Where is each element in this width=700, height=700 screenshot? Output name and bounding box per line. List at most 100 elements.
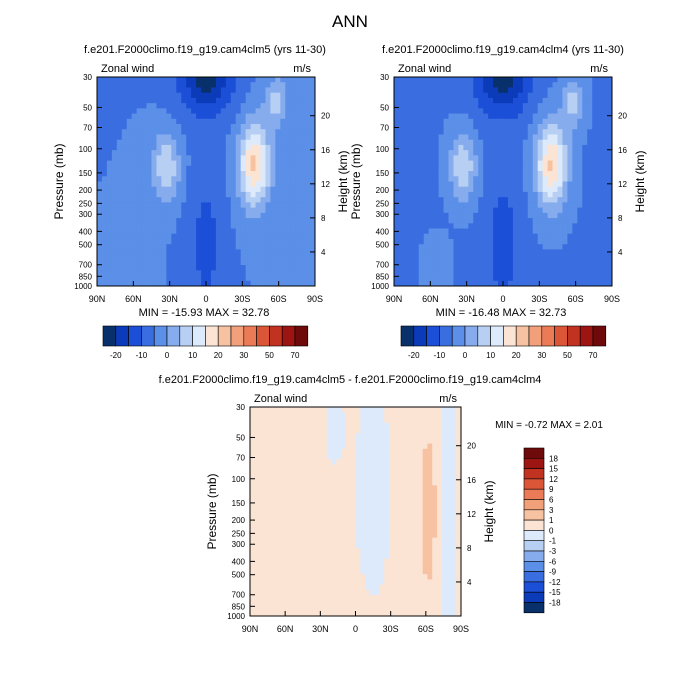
contour-cell [473, 244, 479, 250]
contour-cell [290, 87, 296, 94]
contour-cell [379, 542, 385, 549]
contour-cell [260, 186, 266, 193]
contour-cell [360, 433, 366, 439]
contour-cell [106, 124, 113, 130]
contour-cell [280, 212, 286, 219]
contour-cell [512, 181, 519, 188]
contour-cell [418, 191, 425, 198]
contour-cell [437, 521, 443, 528]
contour-cell [448, 155, 454, 162]
contour-cell [557, 77, 563, 83]
contour-cell [587, 176, 593, 182]
contour-cell [146, 186, 152, 193]
contour-cell [428, 238, 435, 245]
panel-title: f.e201.F2000climo.f19_g19.cam4clm5 - f.e… [159, 374, 542, 386]
contour-cell [403, 124, 410, 130]
contour-cell [321, 454, 328, 460]
contour-cell [512, 244, 519, 250]
contour-cell [413, 527, 419, 533]
contour-cell [111, 249, 118, 256]
contour-cell [151, 165, 157, 172]
contour-cell [176, 165, 182, 172]
contour-cell [326, 521, 332, 528]
contour-cell [602, 218, 608, 224]
contour-cell [413, 202, 420, 209]
contour-cell [293, 485, 299, 492]
contour-cell [537, 238, 544, 245]
contour-cell [278, 469, 284, 476]
contour-cell [141, 218, 147, 224]
contour-cell [280, 124, 286, 130]
contour-cell [473, 171, 479, 177]
contour-cell [547, 207, 553, 214]
contour-cell [240, 129, 247, 135]
contour-cell [438, 118, 444, 125]
contour-cell [478, 103, 484, 109]
contour-cell [146, 82, 152, 88]
contour-cell [285, 223, 291, 229]
contour-cell [297, 542, 304, 549]
contour-cell [141, 150, 147, 156]
contour-cell [235, 249, 242, 256]
contour-cell [577, 124, 583, 130]
contour-cell [577, 249, 583, 256]
contour-cell [547, 176, 553, 182]
contour-cell [557, 129, 563, 135]
contour-cell [297, 521, 304, 528]
contour-cell [379, 427, 385, 434]
contour-cell [220, 270, 227, 276]
contour-cell [171, 124, 177, 130]
contour-cell [451, 433, 457, 439]
contour-cell [302, 511, 308, 518]
contour-cell [206, 280, 212, 287]
contour-cell [607, 124, 613, 130]
contour-cell [300, 265, 306, 271]
contour-cell [264, 433, 270, 439]
contour-cell [265, 228, 271, 235]
contour-cell [532, 191, 539, 198]
contour-cell [398, 155, 405, 162]
contour-cell [468, 134, 474, 141]
contour-cell [365, 527, 371, 533]
contour-cell [106, 197, 113, 203]
contour-cell [295, 244, 301, 250]
contour-cell [111, 228, 118, 235]
x-tick-label: 0 [203, 294, 208, 304]
contour-cell [557, 191, 563, 198]
contour-cell [297, 532, 304, 539]
contour-cell [413, 134, 420, 141]
contour-cell [355, 448, 361, 455]
contour-cell [225, 150, 232, 156]
contour-cell [225, 92, 232, 99]
contour-cell [186, 238, 192, 245]
contour-cell [582, 139, 588, 146]
contour-cell [275, 218, 281, 224]
contour-cell [293, 563, 299, 570]
contour-cell [260, 139, 266, 146]
contour-cell [156, 118, 162, 125]
contour-cell [321, 563, 328, 570]
contour-cell [427, 495, 433, 502]
contour-cell [156, 181, 162, 188]
contour-cell [607, 165, 613, 172]
contour-cell [547, 171, 553, 177]
contour-cell [498, 77, 504, 83]
y-tick-label: 100 [376, 145, 390, 154]
contour-cell [350, 511, 356, 518]
contour-cell [557, 118, 563, 125]
contour-cell [389, 495, 395, 502]
contour-cell [146, 275, 152, 282]
contour-cell [269, 480, 275, 486]
contour-cell [171, 238, 177, 245]
contour-cell [345, 443, 352, 450]
contour-cell [307, 448, 313, 455]
contour-cell [295, 270, 301, 276]
contour-cell [394, 249, 400, 256]
contour-cell [562, 92, 568, 99]
contour-cell [458, 223, 464, 229]
contour-cell [423, 207, 430, 214]
contour-cell [166, 113, 172, 120]
contour-cell [394, 265, 400, 271]
contour-cell [176, 134, 182, 141]
contour-cell [269, 464, 275, 471]
